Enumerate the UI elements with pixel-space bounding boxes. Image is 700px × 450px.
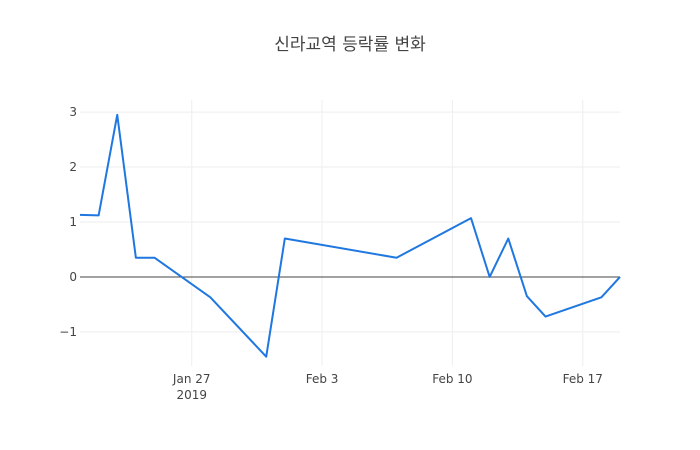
chart-title: 신라교역 등락률 변화 [274,35,426,55]
y-axis-ticks: 3 2 1 0 −1 [59,105,77,339]
x-tick-label: Feb 10 [432,372,472,386]
x-tick-label: Jan 27 [172,372,211,386]
y-tick-label: 1 [69,215,77,229]
x-tick-sublabel: 2019 [176,388,207,402]
y-tick-label: 0 [69,270,77,284]
y-tick-label: 3 [69,105,77,119]
gridlines [80,100,620,366]
x-tick-label: Feb 3 [306,372,339,386]
x-axis-ticks: Jan 27 2019 Feb 3 Feb 10 Feb 17 [172,372,603,402]
x-tick-label: Feb 17 [563,372,603,386]
y-tick-label: −1 [59,325,77,339]
series-line [79,113,621,358]
y-tick-label: 2 [69,160,77,174]
series-layer [79,113,621,358]
